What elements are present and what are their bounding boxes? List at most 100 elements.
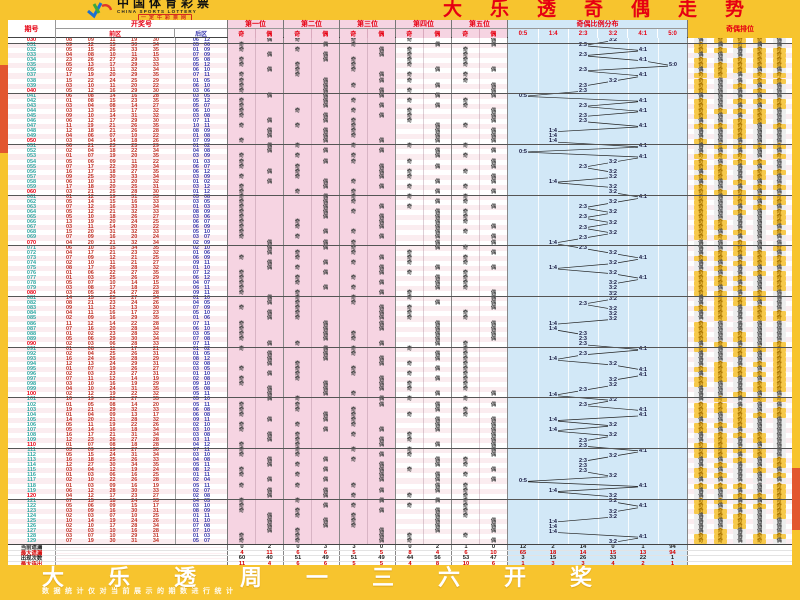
even-mark-cell: 偶: [256, 245, 284, 251]
odd-mark-cell: [396, 478, 424, 484]
stats-ratio-value: 13: [628, 550, 658, 556]
odd-mark-cell: 奇: [396, 204, 424, 211]
odd-mark-cell: 奇: [284, 422, 312, 428]
stats-position-value: 0: [296, 544, 300, 551]
period-number: 112: [8, 452, 56, 459]
odd-even-rank: 奇奇偶偶偶: [688, 402, 792, 408]
odd-mark-cell: 奇: [452, 78, 480, 84]
period-number: 033: [8, 52, 56, 59]
odd-mark-cell: [340, 184, 368, 190]
odd-even-rank: 奇奇奇奇偶: [688, 447, 792, 454]
even-mark-cell: 偶: [256, 523, 284, 530]
decade-separator: [8, 245, 792, 247]
odd-even-rank: 奇偶偶奇奇: [688, 78, 792, 84]
even-mark-cell: [480, 382, 508, 388]
odd-mark-cell: [396, 124, 424, 130]
odd-mark-cell: 奇: [228, 453, 256, 459]
period-number: 056: [8, 169, 56, 175]
odd-mark-cell: [284, 58, 312, 64]
back-zone-numbers: 06 12: [176, 169, 228, 175]
odd-mark-cell: 奇: [396, 291, 424, 297]
footer-banner: 大乐透周一三六开奖 数据统计仅对当前展示的期数进行统计: [0, 565, 800, 600]
odd-mark-cell: [396, 356, 424, 362]
odd-mark-cell: [452, 134, 480, 140]
even-mark-cell: 偶: [480, 235, 508, 241]
front-zone-numbers: 02 03 07 10 25: [56, 513, 176, 519]
even-mark-cell: [480, 286, 508, 292]
footer-title: 大乐透周一三六开奖: [42, 565, 637, 590]
col-header-position-4: 第四位 奇偶: [396, 20, 452, 38]
odd-mark-cell: 奇: [228, 88, 256, 94]
odd-even-rank: 偶偶奇偶偶: [688, 417, 792, 423]
even-mark-cell: 偶: [424, 164, 452, 170]
stats-position-value: 6: [312, 561, 340, 567]
odd-mark-cell: [396, 443, 424, 449]
even-mark-cell: 偶: [424, 356, 452, 362]
even-mark-cell: 偶: [256, 488, 284, 494]
odd-even-rank: 偶奇偶偶奇: [688, 463, 792, 469]
stats-ratio-value: 14: [568, 544, 598, 550]
front-zone-numbers: 19 21 29 32 33: [56, 407, 176, 413]
even-mark-cell: [424, 453, 452, 459]
even-mark-cell: [256, 422, 284, 428]
odd-mark-cell: [340, 174, 368, 180]
odd-mark-cell: [396, 524, 424, 530]
even-mark-cell: [368, 351, 396, 357]
odd-mark-cell: 奇: [284, 189, 312, 195]
odd-mark-cell: [396, 367, 424, 373]
period-number: 127: [8, 528, 56, 535]
even-mark-cell: 偶: [312, 129, 340, 135]
odd-mark-cell: 奇: [284, 463, 312, 469]
even-mark-cell: [480, 200, 508, 206]
period-number: 088: [8, 331, 56, 337]
odd-mark-cell: 奇: [228, 108, 256, 114]
odd-mark-cell: [284, 336, 312, 342]
front-zone-numbers: 02 03 10 16 28: [56, 528, 176, 535]
odd-mark-cell: 奇: [452, 220, 480, 226]
odd-mark-cell: 奇: [340, 483, 368, 489]
odd-mark-cell: 奇: [452, 73, 480, 79]
even-mark-cell: 偶: [424, 215, 452, 221]
even-mark-cell: [256, 235, 284, 241]
odd-mark-cell: [452, 306, 480, 312]
period-number: 097: [8, 376, 56, 383]
even-mark-cell: 偶: [256, 397, 284, 403]
odd-mark-cell: [396, 392, 424, 398]
odd-mark-cell: [396, 483, 424, 489]
period-number: 077: [8, 275, 56, 281]
front-zone-numbers: 17 18 20 25 31: [56, 184, 176, 190]
even-mark-cell: [480, 255, 508, 261]
even-mark-cell: [424, 382, 452, 388]
stats-position-value: 49: [312, 555, 340, 561]
odd-mark-cell: [284, 88, 312, 94]
odd-mark-cell: [340, 453, 368, 459]
even-mark-cell: 偶: [368, 103, 396, 109]
odd-mark-cell: [340, 341, 368, 347]
even-mark-cell: 偶: [256, 118, 284, 125]
back-zone-numbers: 01 10: [176, 518, 228, 524]
front-zone-numbers: 01 08 11 17 21: [56, 346, 176, 352]
front-zone-numbers: 01 06 22 27 35: [56, 270, 176, 276]
odd-mark-cell: [340, 139, 368, 145]
even-mark-cell: 偶: [256, 129, 284, 135]
even-mark-cell: [480, 362, 508, 368]
odd-mark-cell: 奇: [340, 407, 368, 413]
odd-mark-cell: 奇: [284, 306, 312, 312]
odd-mark-cell: [340, 377, 368, 383]
stats-ratio-value: 2: [538, 544, 568, 550]
odd-mark-cell: [340, 220, 368, 226]
odd-mark-cell: 奇: [340, 296, 368, 302]
even-mark-cell: [312, 432, 340, 438]
period-number: 066: [8, 219, 56, 226]
period-number: 122: [8, 503, 56, 509]
even-mark-cell: 偶: [312, 139, 340, 145]
odd-mark-cell: 奇: [452, 311, 480, 317]
odd-mark-cell: 奇: [340, 38, 368, 44]
odd-mark-cell: 奇: [452, 194, 480, 200]
even-mark-cell: 偶: [424, 220, 452, 226]
even-mark-cell: [368, 367, 396, 373]
odd-mark-cell: [396, 463, 424, 469]
odd-mark-cell: [228, 144, 256, 150]
back-zone-numbers: 05 11: [176, 463, 228, 469]
front-zone-numbers: 01 07 08 18 28: [56, 442, 176, 449]
